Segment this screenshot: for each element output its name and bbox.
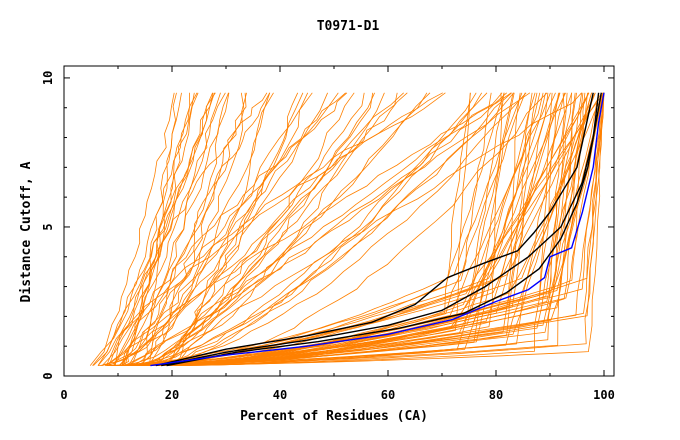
black-series-line-2	[155, 92, 594, 367]
orange-model-curve	[100, 92, 309, 366]
x-tick-label: 40	[273, 388, 287, 402]
orange-model-curve	[169, 92, 355, 366]
axes: 0 20 40 60 80 100 0 5 10	[41, 66, 615, 402]
orange-model-curve	[127, 92, 503, 366]
orange-model-curve	[162, 92, 398, 366]
orange-model-curve	[97, 92, 215, 366]
x-tick-label: 80	[489, 388, 503, 402]
orange-model-curve	[114, 92, 268, 366]
blue-series-line	[150, 92, 605, 367]
orange-model-curve	[145, 92, 527, 366]
orange-model-curve	[130, 92, 605, 366]
orange-model-curve	[144, 92, 431, 366]
orange-model-curve	[123, 92, 182, 366]
x-tick-label: 100	[593, 388, 615, 402]
orange-model-curve	[145, 92, 505, 366]
orange-model-curve	[149, 92, 365, 366]
plot-frame	[63, 65, 615, 377]
orange-model-curve	[131, 92, 230, 366]
x-axis-label: Percent of Residues (CA)	[240, 409, 428, 424]
orange-model-curve	[157, 92, 512, 366]
chart-title: T0971-D1	[317, 19, 380, 34]
orange-model-curve	[108, 92, 348, 366]
orange-model-curve	[123, 92, 428, 366]
orange-model-curve	[169, 92, 408, 366]
orange-model-curve	[102, 92, 328, 366]
orange-model-curve	[121, 92, 195, 366]
orange-model-curve	[106, 92, 443, 366]
orange-model-curve	[147, 92, 304, 366]
x-tick-label: 0	[60, 388, 67, 402]
orange-model-curve	[159, 92, 483, 366]
orange-model-curve	[118, 92, 404, 366]
orange-model-curve	[179, 92, 583, 366]
orange-model-curve	[134, 92, 247, 366]
orange-model-curve	[128, 92, 221, 366]
orange-model-curve	[150, 92, 477, 366]
orange-model-curve	[113, 92, 446, 366]
orange-model-curve	[98, 92, 313, 366]
black-series-line-3	[166, 92, 602, 367]
y-tick-label: 0	[41, 372, 55, 379]
orange-model-curve	[105, 92, 512, 366]
x-tick-label: 60	[381, 388, 395, 402]
orange-model-curve	[142, 92, 374, 366]
orange-model-curve	[157, 92, 605, 366]
x-tick-label: 20	[165, 388, 179, 402]
plot-lines	[89, 92, 605, 367]
orange-model-curve	[152, 92, 604, 366]
orange-model-curve	[153, 92, 582, 366]
orange-model-curve	[131, 92, 346, 366]
orange-model-curve	[168, 92, 299, 366]
orange-model-curve	[142, 92, 385, 366]
y-axis-label: Distance Cutoff, A	[19, 161, 34, 302]
orange-model-curve	[93, 92, 214, 366]
orange-model-curve	[164, 92, 553, 366]
orange-model-curve	[92, 92, 175, 366]
orange-model-curve	[146, 92, 521, 366]
y-tick-label: 10	[41, 71, 55, 85]
orange-model-curve	[113, 92, 226, 366]
orange-model-curve	[152, 92, 531, 366]
y-tick-label: 5	[41, 223, 55, 230]
black-series-line-1	[161, 92, 600, 367]
